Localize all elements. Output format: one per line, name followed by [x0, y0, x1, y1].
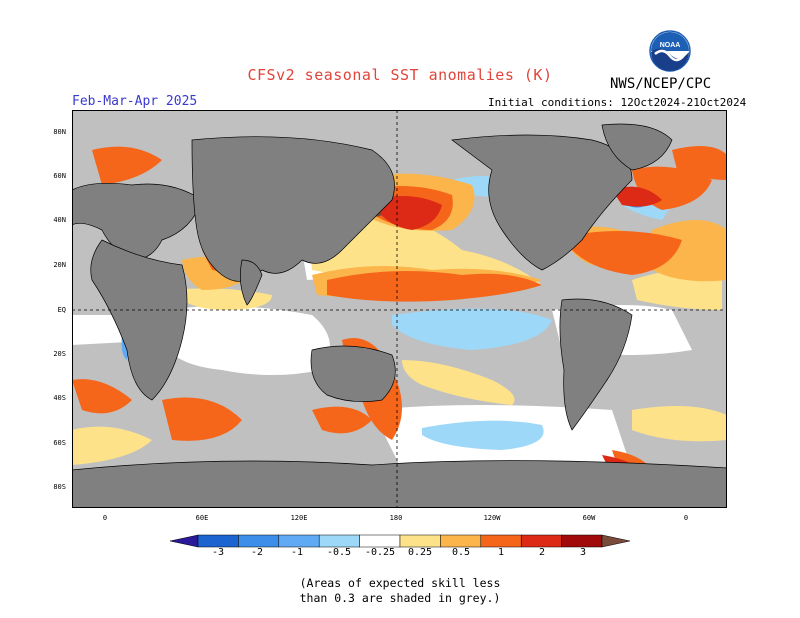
colorbar-label: -1: [290, 547, 304, 558]
lat-label: 40N: [53, 216, 66, 224]
colorbar-cell: [318, 534, 360, 548]
noaa-logo-icon: NOAA: [649, 30, 691, 72]
skill-footnote: (Areas of expected skill less than 0.3 a…: [0, 576, 800, 606]
lat-label: 40S: [53, 394, 66, 402]
lon-label: 60E: [195, 514, 209, 522]
colorbar-cell: [520, 534, 562, 548]
lon-label: 0: [683, 514, 689, 522]
land-masses: [72, 123, 727, 508]
colorbar-label: 0.25: [407, 547, 433, 558]
colorbar-label: -2: [250, 547, 264, 558]
initial-conditions: Initial conditions: 12Oct2024-21Oct2024: [488, 96, 747, 109]
colorbar-label: 0.5: [451, 547, 471, 558]
lon-label: 180: [389, 514, 403, 522]
colorbar-cell: [278, 534, 320, 548]
colorbar-cell: [561, 534, 603, 548]
lon-label: 0: [102, 514, 108, 522]
colorbar-cell: [170, 534, 199, 548]
lat-label: 80S: [53, 483, 66, 491]
logo-text: NOAA: [660, 42, 681, 49]
colorbar-label: 1: [497, 547, 505, 558]
footnote-line: (Areas of expected skill less: [299, 576, 501, 590]
colorbar-label: -3: [211, 547, 225, 558]
lat-label: 20N: [53, 261, 66, 269]
colorbar-cell: [440, 534, 482, 548]
forecast-period: Feb-Mar-Apr 2025: [72, 94, 198, 109]
colorbar-label: -0.5: [326, 547, 352, 558]
colorbar: [170, 534, 630, 548]
lat-label: 60S: [53, 439, 66, 447]
lat-label: 60N: [53, 172, 66, 180]
colorbar-cell: [601, 534, 630, 548]
map-frame: [72, 110, 727, 508]
lat-label: 20S: [53, 350, 66, 358]
lat-label: EQ: [57, 306, 66, 314]
lon-label: 60W: [582, 514, 596, 522]
colorbar-cell: [197, 534, 239, 548]
lat-label: 80N: [53, 128, 66, 136]
colorbar-cell: [399, 534, 441, 548]
colorbar-cell: [480, 534, 522, 548]
colorbar-label: -0.25: [364, 547, 396, 558]
agency-label: NWS/NCEP/CPC: [610, 76, 712, 92]
sst-anomaly-map: [72, 110, 727, 508]
footnote-line: than 0.3 are shaded in grey.): [299, 591, 501, 605]
colorbar-label: 3: [579, 547, 587, 558]
lon-label: 120E: [290, 514, 308, 522]
colorbar-cell: [359, 534, 401, 548]
colorbar-label: 2: [538, 547, 546, 558]
colorbar-cell: [238, 534, 280, 548]
map-title: CFSv2 seasonal SST anomalies (K): [247, 66, 553, 84]
lon-label: 120W: [483, 514, 501, 522]
